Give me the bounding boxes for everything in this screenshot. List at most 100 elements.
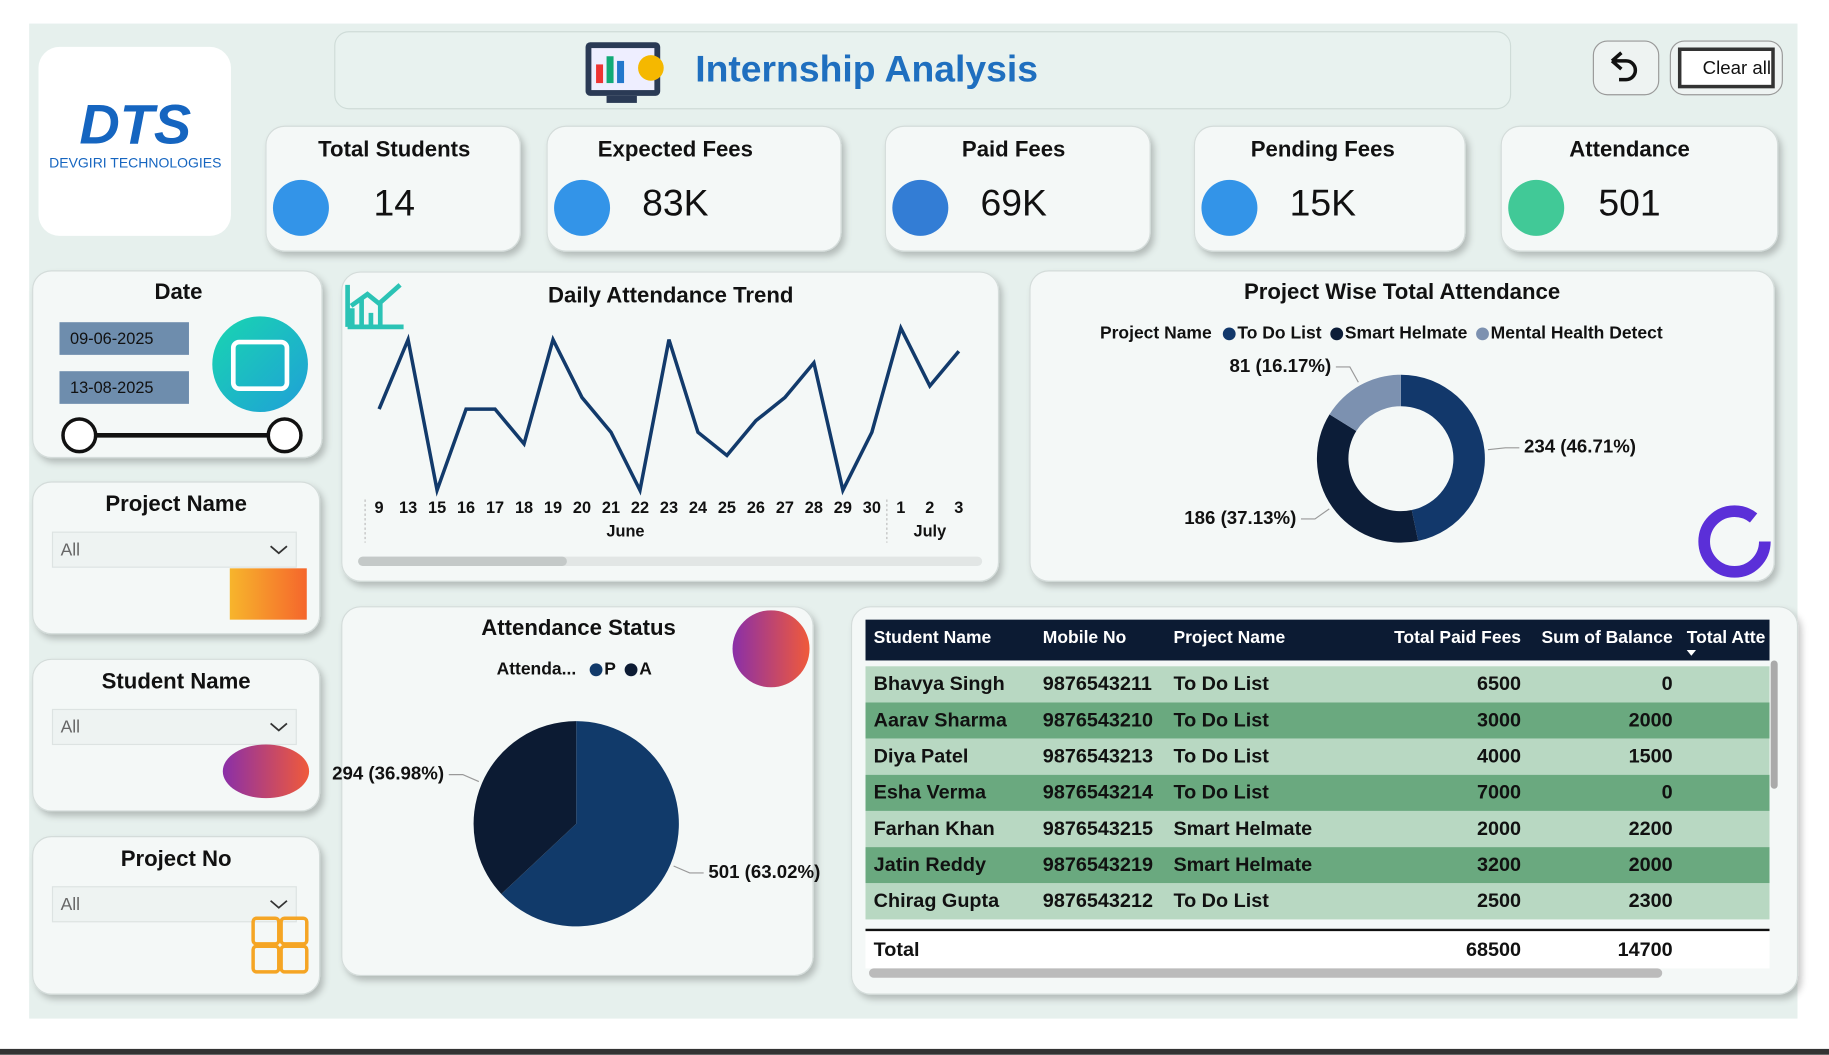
calendar-glyph	[230, 339, 290, 392]
chart-title: Project Wise Total Attendance	[1244, 279, 1560, 304]
projectno-icon	[251, 944, 281, 974]
date-title: Date	[154, 279, 202, 304]
table-row[interactable]	[865, 883, 1770, 920]
x-tick-label: 15	[428, 499, 446, 517]
filter-title: Project Name	[105, 491, 247, 516]
table-cell: 2300	[1629, 890, 1673, 912]
table-row[interactable]	[865, 810, 1770, 848]
x-tick-label: 2	[925, 499, 934, 517]
table-cell: 9876543211	[1043, 673, 1152, 695]
table: Student Name Mobile No Project Name Total P…	[865, 619, 1778, 978]
table-cell: Diya Patel	[874, 746, 969, 768]
dropdown[interactable]	[51, 708, 297, 746]
date-end-box[interactable]	[59, 371, 189, 404]
x-tick-label: 26	[747, 499, 765, 517]
data-label: 81 (16.17%)	[1230, 355, 1332, 376]
table-cell: Smart Helmate	[1173, 818, 1312, 840]
legend-label: P	[604, 658, 616, 678]
label-leader	[1487, 447, 1520, 451]
table-cell: 9876543213	[1043, 746, 1153, 768]
dropdown-value: All	[61, 894, 80, 914]
table-cell: To Do List	[1173, 746, 1269, 768]
slider-handle[interactable]	[61, 417, 98, 454]
line	[377, 323, 961, 497]
table-row[interactable]	[865, 847, 1770, 884]
dropdown[interactable]	[51, 886, 297, 923]
table-cell: 2000	[1629, 854, 1673, 876]
column-header: Mobile No	[1043, 627, 1127, 647]
kpi-value: 14	[374, 181, 416, 223]
x-tick-label: 24	[689, 499, 707, 517]
legend-title: Project Name	[1100, 322, 1212, 342]
logo-card	[38, 46, 231, 236]
table-cell: Smart Helmate	[1173, 854, 1312, 876]
label-leader	[673, 865, 704, 874]
projectno-icon	[251, 916, 281, 946]
kpi-value: 69K	[980, 181, 1047, 223]
filter-title: Project No	[121, 846, 232, 871]
donut-panel	[1029, 270, 1775, 582]
table-row[interactable]	[865, 666, 1770, 703]
legend-marker	[624, 663, 638, 677]
label-leader	[1300, 508, 1330, 520]
table-cell: 2000	[1477, 818, 1521, 840]
table-cell: 7000	[1477, 782, 1521, 804]
x-tick-label: 9	[375, 499, 384, 517]
label-leader	[448, 774, 480, 783]
x-tick-label: 18	[515, 499, 533, 517]
table-cell: 4000	[1477, 746, 1521, 768]
total-balance: 14700	[1618, 939, 1673, 961]
table-cell: Farhan Khan	[874, 818, 995, 840]
table-row[interactable]	[865, 738, 1770, 775]
back-button[interactable]	[1592, 40, 1660, 96]
donut-segment	[1329, 374, 1401, 432]
x-tick-label: 22	[631, 499, 649, 517]
filter-title: Student Name	[102, 668, 251, 693]
x-tick-label: 16	[457, 499, 475, 517]
table-cell: To Do List	[1173, 709, 1269, 731]
kpi-icon	[1201, 179, 1258, 236]
chart-title: Daily Attendance Trend	[548, 282, 793, 307]
table-cell: 6500	[1477, 673, 1521, 695]
table-cell: 3000	[1477, 709, 1521, 731]
h-scrollbar[interactable]	[869, 968, 1663, 978]
total-paid: 68500	[1466, 939, 1521, 961]
slider-handle[interactable]	[266, 417, 303, 454]
legend-marker	[1222, 327, 1236, 341]
table-row[interactable]	[865, 774, 1770, 811]
x-tick-label: 23	[660, 499, 678, 517]
project-icon	[229, 568, 307, 620]
data-label: 186 (37.13%)	[1184, 507, 1296, 528]
dropdown-value: All	[61, 539, 80, 559]
x-tick-label: 21	[602, 499, 620, 517]
x-tick-label: 25	[718, 499, 736, 517]
x-group-label: July	[913, 522, 946, 540]
v-scrollbar[interactable]	[1770, 660, 1778, 789]
kpi-value: 501	[1598, 181, 1660, 223]
kpi-card	[265, 125, 521, 252]
label-leader	[1335, 366, 1359, 383]
kpi-card	[546, 125, 842, 252]
total-label: Total	[874, 939, 920, 961]
legend-marker	[1476, 327, 1489, 341]
table-row[interactable]	[865, 702, 1770, 739]
kpi-card	[1193, 125, 1466, 252]
total-row	[865, 929, 1770, 969]
column-header: Sum of Balance	[1542, 627, 1673, 647]
table-cell: 2200	[1629, 818, 1673, 840]
table-cell: Bhavya Singh	[874, 673, 1005, 695]
dropdown[interactable]	[51, 531, 297, 568]
column-header: Project Name	[1173, 627, 1285, 647]
table-cell: Jatin Reddy	[874, 854, 986, 876]
date-start-box[interactable]	[59, 322, 189, 355]
scroll-thumb[interactable]	[358, 556, 567, 566]
data-label: 501 (63.02%)	[708, 861, 820, 882]
data-label: 234 (46.71%)	[1524, 436, 1636, 457]
student-icon	[222, 744, 310, 799]
table-header	[865, 619, 1770, 661]
table-cell: 0	[1662, 673, 1673, 695]
company: DEVGIRI TECHNOLOGIES	[49, 154, 221, 170]
donut-icon	[1698, 505, 1771, 578]
dropdown-arrow	[270, 545, 288, 555]
